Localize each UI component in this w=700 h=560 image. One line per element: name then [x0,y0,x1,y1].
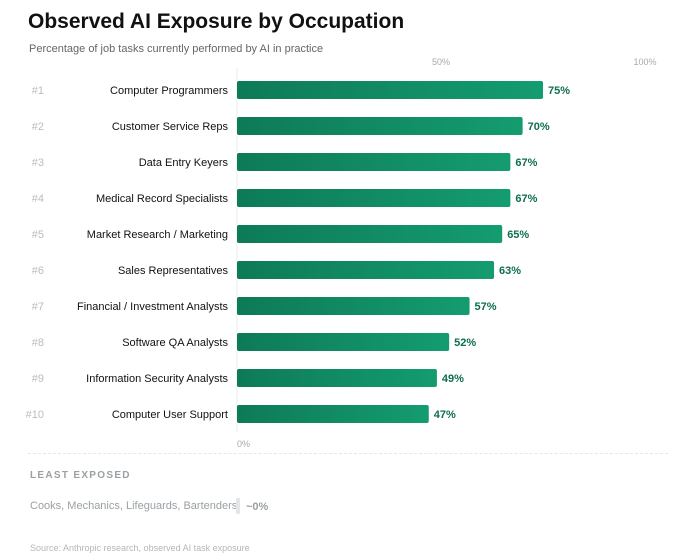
bar-row: #7 Financial / Investment Analysts 57% [32,297,497,315]
least-exposed-heading: LEAST EXPOSED [30,470,131,481]
bar [237,261,495,279]
value-label: 67% [515,193,537,205]
value-label: 63% [499,265,521,277]
rank-label: #9 [32,373,44,385]
bar-row: #6 Sales Representatives 63% [32,261,521,279]
tick-label: 100% [633,57,656,67]
bar [237,369,437,387]
bar [237,117,523,135]
rank-label: #7 [32,301,44,313]
rank-label: #10 [26,409,44,421]
value-label: 65% [507,229,529,241]
rank-label: #5 [32,229,44,241]
value-label: 75% [548,85,570,97]
bar [237,153,511,171]
source-note: Source: Anthropic research, observed AI … [30,543,250,553]
rank-label: #8 [32,337,44,349]
category-label: Data Entry Keyers [139,157,229,169]
value-label: 52% [454,337,476,349]
least-exposed-bar [236,498,240,514]
value-label: 70% [528,121,550,133]
least-exposed-value: ~0% [246,501,269,513]
value-label: 49% [442,373,464,385]
bar-row: #9 Information Security Analysts 49% [32,369,464,387]
rank-label: #2 [32,121,44,133]
chart-subtitle: Percentage of job tasks currently perfor… [29,43,324,55]
bar-row: #2 Customer Service Reps 70% [32,117,550,135]
rank-label: #3 [32,157,44,169]
bar-row: #4 Medical Record Specialists 67% [32,189,538,207]
rank-label: #6 [32,265,44,277]
value-label: 47% [434,409,456,421]
rank-label: #4 [32,193,44,205]
least-exposed-label: Cooks, Mechanics, Lifeguards, Bartenders [30,500,238,512]
bar-row: #8 Software QA Analysts 52% [32,333,476,351]
tick-label: 50% [432,57,450,67]
bar [237,81,543,99]
category-label: Sales Representatives [118,265,229,277]
tick-label: 0% [237,439,250,449]
bar [237,189,511,207]
chart-title: Observed AI Exposure by Occupation [28,10,405,33]
category-label: Market Research / Marketing [87,229,228,241]
category-label: Software QA Analysts [122,337,228,349]
value-label: 67% [515,157,537,169]
bar-row: #10 Computer User Support 47% [26,405,456,423]
rank-label: #1 [32,85,44,97]
category-label: Computer User Support [112,409,228,421]
bar [237,405,429,423]
category-label: Financial / Investment Analysts [77,301,229,313]
bar-chart: 0% 50% 100% #1 Computer Programmers 75% #2 Cus… [26,57,657,449]
value-label: 57% [475,301,497,313]
bar [237,333,450,351]
bar-row: #5 Market Research / Marketing 65% [32,225,529,243]
bar-row: #3 Data Entry Keyers 67% [32,153,538,171]
section-divider [28,453,668,454]
bar-row: #1 Computer Programmers 75% [32,81,570,99]
bar [237,225,503,243]
least-exposed-row: Cooks, Mechanics, Lifeguards, Bartenders… [30,497,330,515]
category-label: Information Security Analysts [86,373,228,385]
category-label: Computer Programmers [110,85,228,97]
category-label: Customer Service Reps [112,121,229,133]
category-label: Medical Record Specialists [96,193,229,205]
bar [237,297,470,315]
